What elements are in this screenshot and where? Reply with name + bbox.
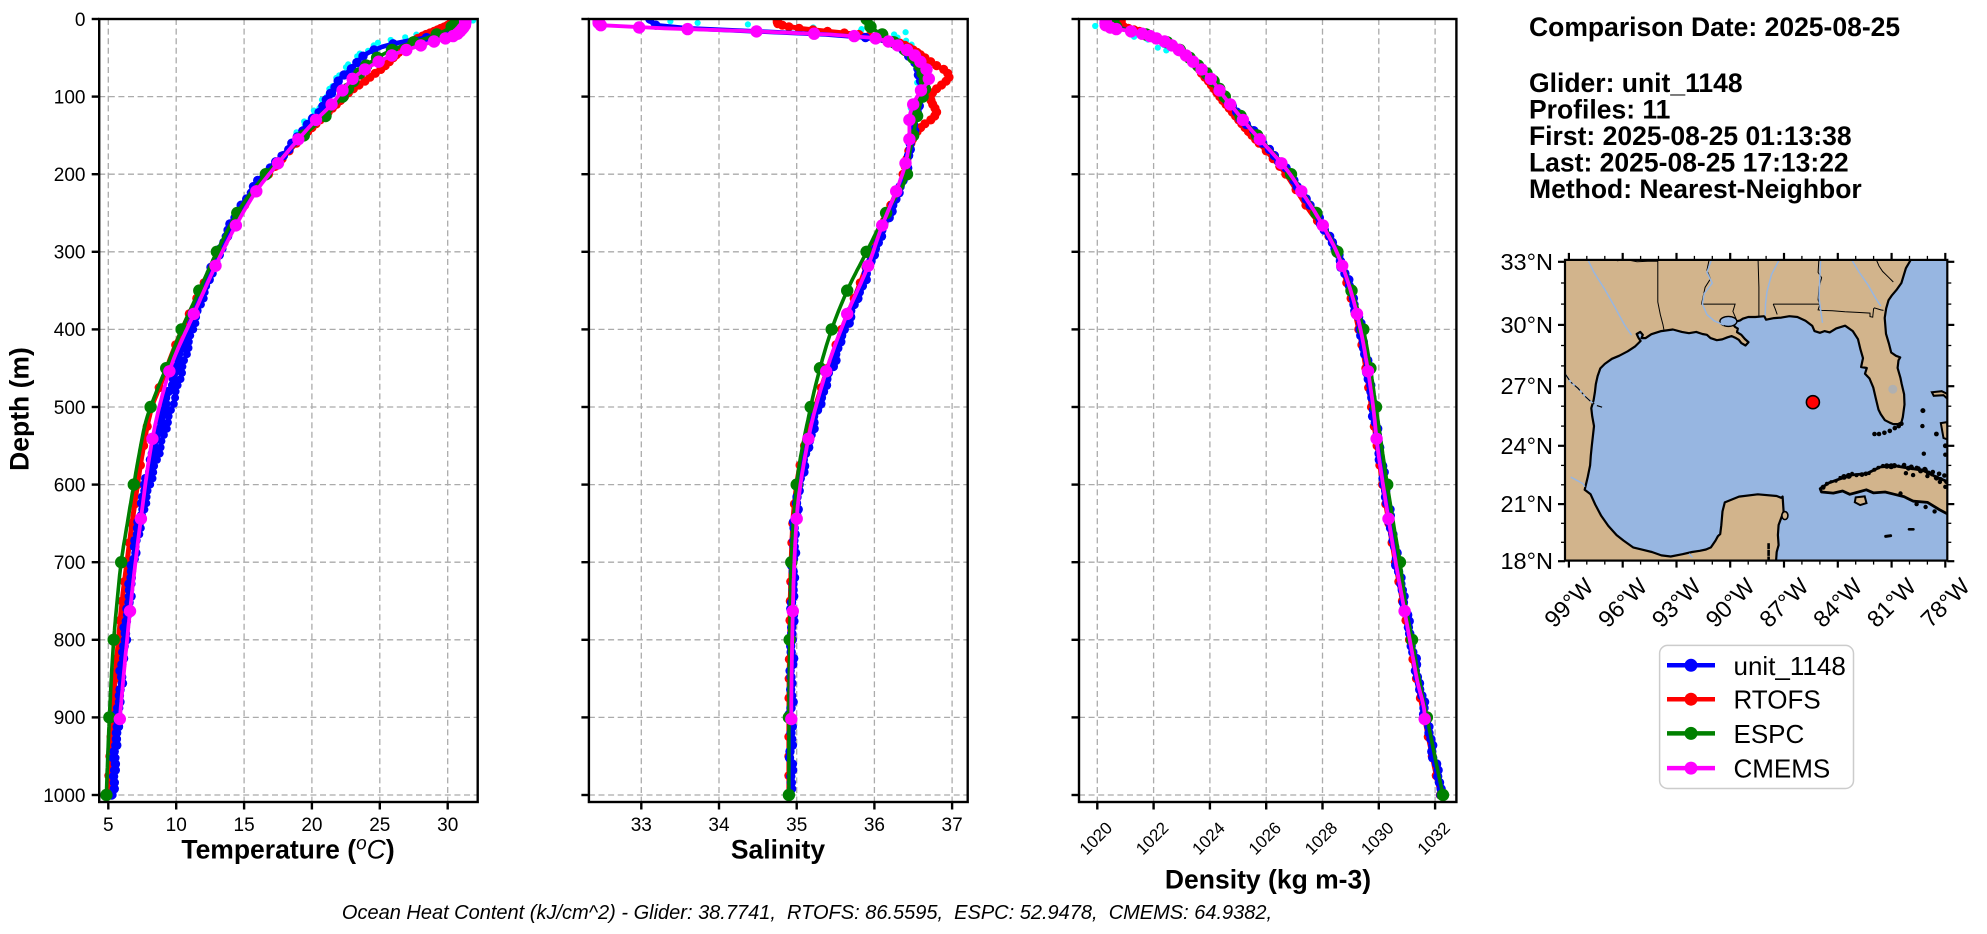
svg-text:700: 700 [54,553,86,574]
svg-text:Method: Nearest-Neighbor: Method: Nearest-Neighbor [1529,174,1862,204]
svg-text:33°N: 33°N [1500,249,1553,275]
svg-text:0: 0 [75,10,86,31]
svg-text:33: 33 [631,815,652,836]
svg-text:30°N: 30°N [1500,312,1553,338]
svg-text:15: 15 [234,815,255,836]
svg-text:Ocean Heat Content (kJ/cm^2) -: Ocean Heat Content (kJ/cm^2) - Glider: 3… [342,902,1272,924]
svg-text:Comparison Date: 2025-08-25: Comparison Date: 2025-08-25 [1529,12,1900,42]
svg-text:27°N: 27°N [1500,373,1553,399]
svg-text:20: 20 [301,815,322,836]
svg-text:600: 600 [54,475,86,496]
svg-text:Density (kg m-3): Density (kg m-3) [1165,865,1371,895]
svg-text:30: 30 [437,815,458,836]
svg-text:RTOFS: RTOFS [1734,685,1821,715]
svg-text:400: 400 [54,320,86,341]
svg-text:37: 37 [942,815,963,836]
svg-text:5: 5 [103,815,114,836]
svg-text:800: 800 [54,631,86,652]
svg-text:100: 100 [54,87,86,108]
svg-text:1000: 1000 [43,786,85,807]
svg-text:Salinity: Salinity [731,835,826,865]
svg-text:Last: 2025-08-25 17:13:22: Last: 2025-08-25 17:13:22 [1529,147,1849,177]
svg-text:500: 500 [54,398,86,419]
svg-text:36: 36 [864,815,885,836]
svg-text:Glider: unit_1148: Glider: unit_1148 [1529,68,1743,98]
svg-text:25: 25 [369,815,390,836]
svg-text:35: 35 [786,815,807,836]
svg-text:First: 2025-08-25 01:13:38: First: 2025-08-25 01:13:38 [1529,121,1852,151]
svg-text:ESPC: ESPC [1734,719,1805,749]
svg-text:Profiles: 11: Profiles: 11 [1529,94,1670,124]
svg-text:unit_1148: unit_1148 [1734,651,1846,681]
svg-text:34: 34 [708,815,730,836]
svg-text:18°N: 18°N [1500,548,1553,574]
svg-text:900: 900 [54,708,86,729]
svg-text:21°N: 21°N [1500,491,1553,517]
svg-text:Depth (m): Depth (m) [5,347,35,471]
svg-text:200: 200 [54,165,86,186]
svg-text:300: 300 [54,243,86,264]
svg-text:10: 10 [166,815,187,836]
svg-text:CMEMS: CMEMS [1734,754,1831,784]
svg-text:24°N: 24°N [1500,433,1553,459]
